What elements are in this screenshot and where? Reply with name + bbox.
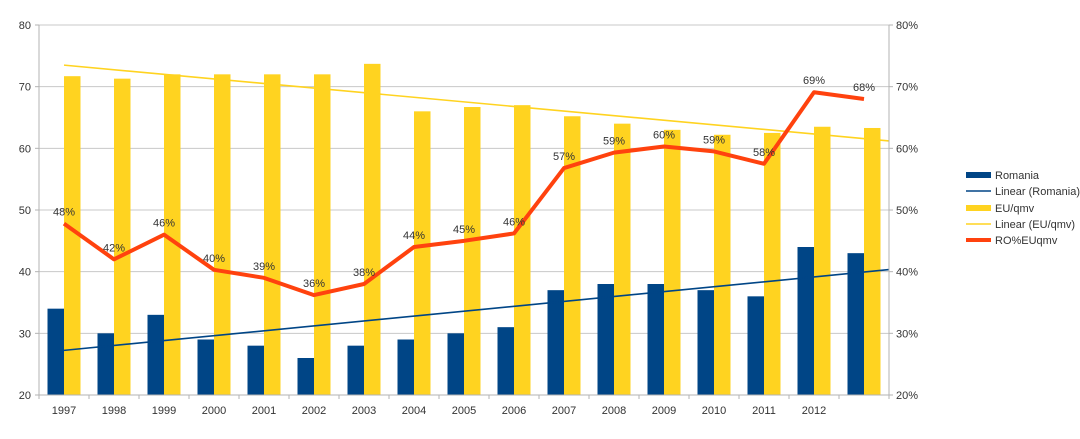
bar-romania [698, 290, 715, 395]
data-label: 59% [703, 134, 725, 146]
x-tick-label: 1999 [152, 405, 176, 417]
x-tick-label: 2003 [352, 405, 376, 417]
data-label: 46% [153, 218, 175, 230]
data-label: 69% [803, 75, 825, 87]
x-tick-label: 2011 [752, 405, 776, 417]
y2-tick-label: 70% [896, 82, 918, 94]
bar-eu-qmv [714, 135, 731, 395]
bar-eu-qmv [114, 79, 131, 395]
x-tick-label: 2000 [202, 405, 226, 417]
bar-romania [548, 290, 565, 395]
bar-eu-qmv [264, 74, 281, 395]
legend-label: Romania [995, 170, 1040, 182]
bar-romania [348, 346, 365, 395]
y2-tick-label: 40% [896, 267, 918, 279]
bar-eu-qmv [214, 74, 231, 395]
bar-eu-qmv [664, 130, 681, 395]
legend-label: RO%EUqmv [995, 235, 1058, 247]
data-label: 39% [253, 261, 275, 273]
bar-romania [148, 315, 165, 395]
x-tick-label: 2009 [652, 405, 676, 417]
y2-tick-label: 30% [896, 328, 918, 340]
data-label: 46% [503, 216, 525, 228]
bar-romania [398, 340, 415, 396]
bar-eu-qmv [464, 107, 481, 395]
bar-romania [98, 333, 115, 395]
bar-eu-qmv [314, 74, 331, 395]
data-label: 36% [303, 278, 325, 290]
data-label: 42% [103, 242, 125, 254]
data-label: 68% [853, 82, 875, 94]
bar-eu-qmv [614, 124, 631, 395]
y-tick-label: 70 [19, 82, 31, 94]
bar-eu-qmv [864, 128, 881, 395]
y2-tick-label: 80% [896, 20, 918, 32]
bar-eu-qmv [364, 64, 381, 395]
x-tick-label: 1997 [52, 405, 76, 417]
legend-label: Linear (EU/qmv) [995, 219, 1075, 231]
x-tick-label: 2005 [452, 405, 476, 417]
bar-romania [48, 309, 65, 395]
bar-romania [598, 284, 615, 395]
legend-swatch [966, 205, 991, 211]
data-label: 48% [53, 207, 75, 219]
bar-romania [248, 346, 265, 395]
x-tick-label: 2002 [302, 405, 326, 417]
data-label: 58% [753, 147, 775, 159]
data-label: 44% [403, 230, 425, 242]
y2-tick-label: 50% [896, 205, 918, 217]
y-tick-label: 30 [19, 328, 31, 340]
x-tick-label: 2001 [252, 405, 276, 417]
bar-romania [848, 253, 865, 395]
x-tick-label: 2010 [702, 405, 726, 417]
y-tick-label: 40 [19, 267, 31, 279]
y-tick-label: 20 [19, 390, 31, 402]
bar-romania [648, 284, 665, 395]
y-tick-label: 80 [19, 20, 31, 32]
y-tick-label: 50 [19, 205, 31, 217]
x-tick-label: 2006 [502, 405, 526, 417]
bar-romania [298, 358, 315, 395]
x-tick-label: 2007 [552, 405, 576, 417]
bar-romania [198, 340, 215, 396]
legend-label: EU/qmv [995, 203, 1035, 215]
x-tick-label: 2004 [402, 405, 426, 417]
bar-romania [798, 247, 815, 395]
y2-tick-label: 60% [896, 143, 918, 155]
x-tick-label: 2012 [802, 405, 826, 417]
legend-swatch [966, 172, 991, 178]
legend-label: Linear (Romania) [995, 186, 1080, 198]
bar-romania [448, 333, 465, 395]
y-tick-label: 60 [19, 143, 31, 155]
bar-eu-qmv [814, 127, 831, 395]
bar-romania [748, 296, 765, 395]
x-tick-label: 2008 [602, 405, 626, 417]
bar-romania [498, 327, 515, 395]
data-label: 45% [453, 224, 475, 236]
bar-eu-qmv [764, 133, 781, 395]
data-label: 60% [653, 129, 675, 141]
bar-eu-qmv [414, 111, 431, 395]
bar-eu-qmv [514, 105, 531, 395]
y2-tick-label: 20% [896, 390, 918, 402]
data-label: 57% [553, 151, 575, 163]
data-label: 38% [353, 267, 375, 279]
data-label: 40% [203, 253, 225, 265]
legend: Romania Linear (Romania) EU/qmv Linear (EU/… [966, 170, 1080, 247]
x-tick-label: 1998 [102, 405, 126, 417]
data-label: 59% [603, 136, 625, 148]
